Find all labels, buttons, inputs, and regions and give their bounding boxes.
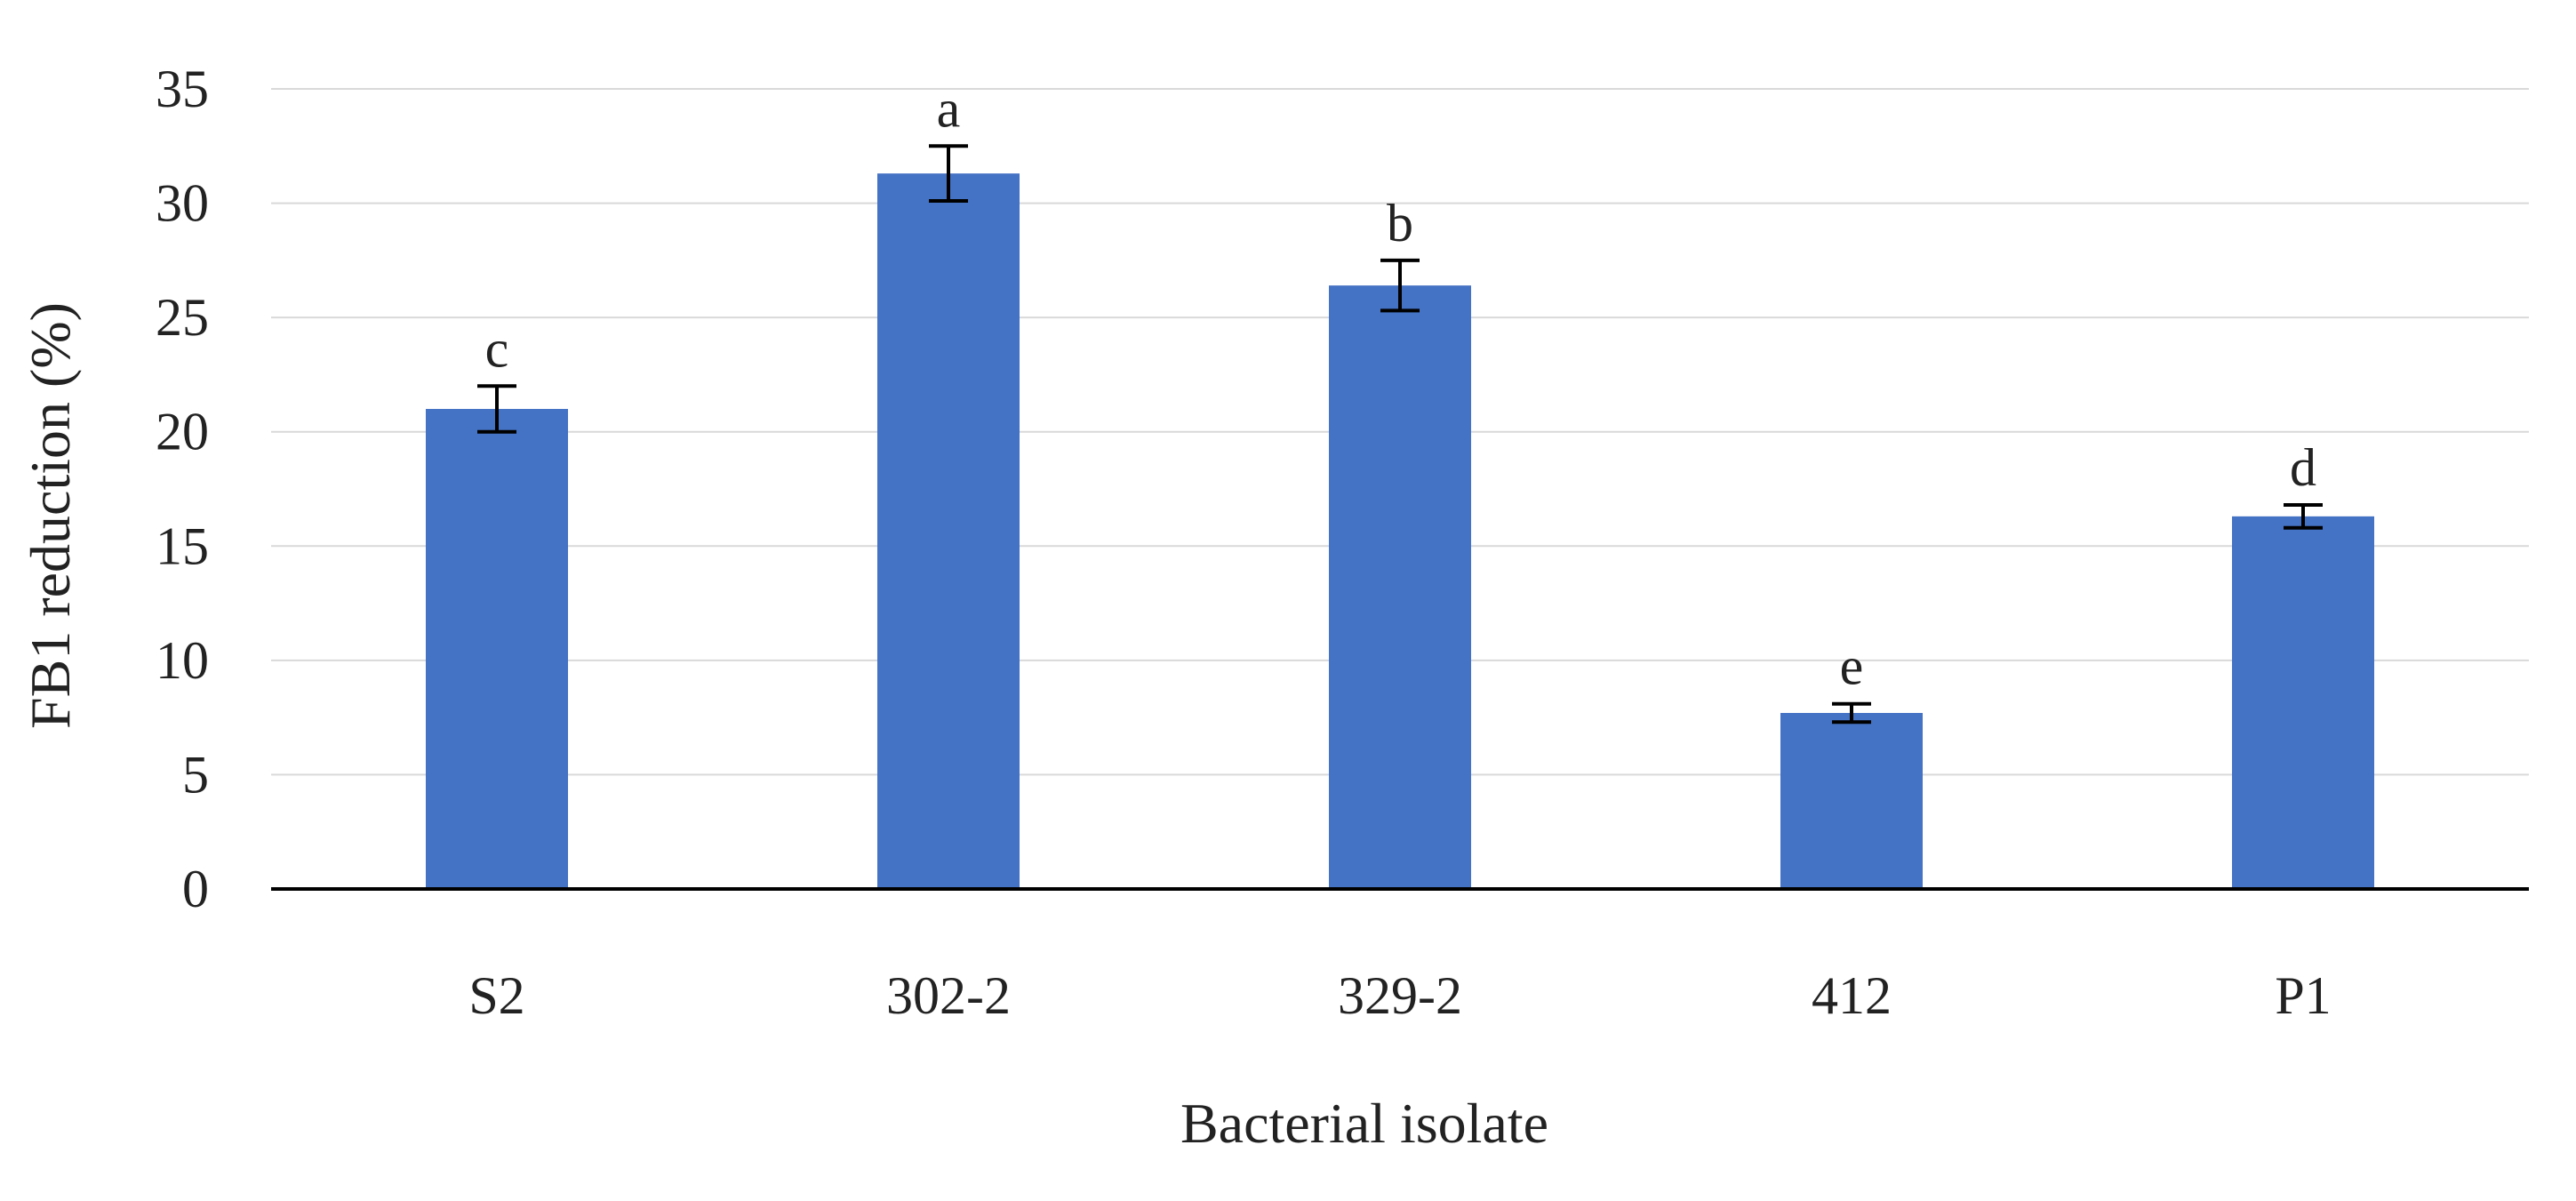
significance-letter-329-2: b xyxy=(1387,194,1413,252)
y-tick-label: 5 xyxy=(182,745,209,804)
bar-302-2 xyxy=(877,173,1020,890)
bar-329-2 xyxy=(1329,285,1471,890)
y-tick-label: 10 xyxy=(156,631,209,690)
significance-letters: c a b e d xyxy=(485,79,2316,695)
y-tick-labels: 0 5 10 15 20 25 30 35 xyxy=(156,60,209,918)
bar-P1 xyxy=(2232,516,2374,889)
y-tick-label: 25 xyxy=(156,288,209,347)
bar-S2 xyxy=(426,409,568,889)
y-tick-label: 35 xyxy=(156,60,209,118)
x-tick-label-412: 412 xyxy=(1812,966,1892,1025)
x-tick-label-S2: S2 xyxy=(468,966,524,1025)
x-tick-labels: S2 302-2 329-2 412 P1 xyxy=(468,966,2331,1025)
error-bar-329-2 xyxy=(1380,258,1420,313)
error-bar-S2 xyxy=(477,384,516,434)
y-axis-title: FB1 reduction (%) xyxy=(19,302,82,729)
error-bars xyxy=(477,144,2323,725)
y-tick-label: 0 xyxy=(182,860,209,918)
significance-letter-302-2: a xyxy=(937,79,961,138)
x-tick-label-329-2: 329-2 xyxy=(1338,966,1462,1025)
significance-letter-S2: c xyxy=(485,319,509,378)
bars xyxy=(426,173,2374,890)
error-bar-P1 xyxy=(2284,503,2323,530)
y-tick-label: 30 xyxy=(156,174,209,233)
y-tick-label: 15 xyxy=(156,516,209,575)
significance-letter-412: e xyxy=(1840,637,1864,696)
significance-letter-P1: d xyxy=(2290,438,2316,497)
error-bar-302-2 xyxy=(929,144,968,203)
error-bar-412 xyxy=(1832,701,1871,725)
x-tick-label-302-2: 302-2 xyxy=(886,966,1011,1025)
bar-412 xyxy=(1780,713,1923,889)
x-tick-label-P1: P1 xyxy=(2275,966,2331,1025)
x-axis-title: Bacterial isolate xyxy=(1180,1092,1548,1155)
y-tick-label: 20 xyxy=(156,403,209,461)
